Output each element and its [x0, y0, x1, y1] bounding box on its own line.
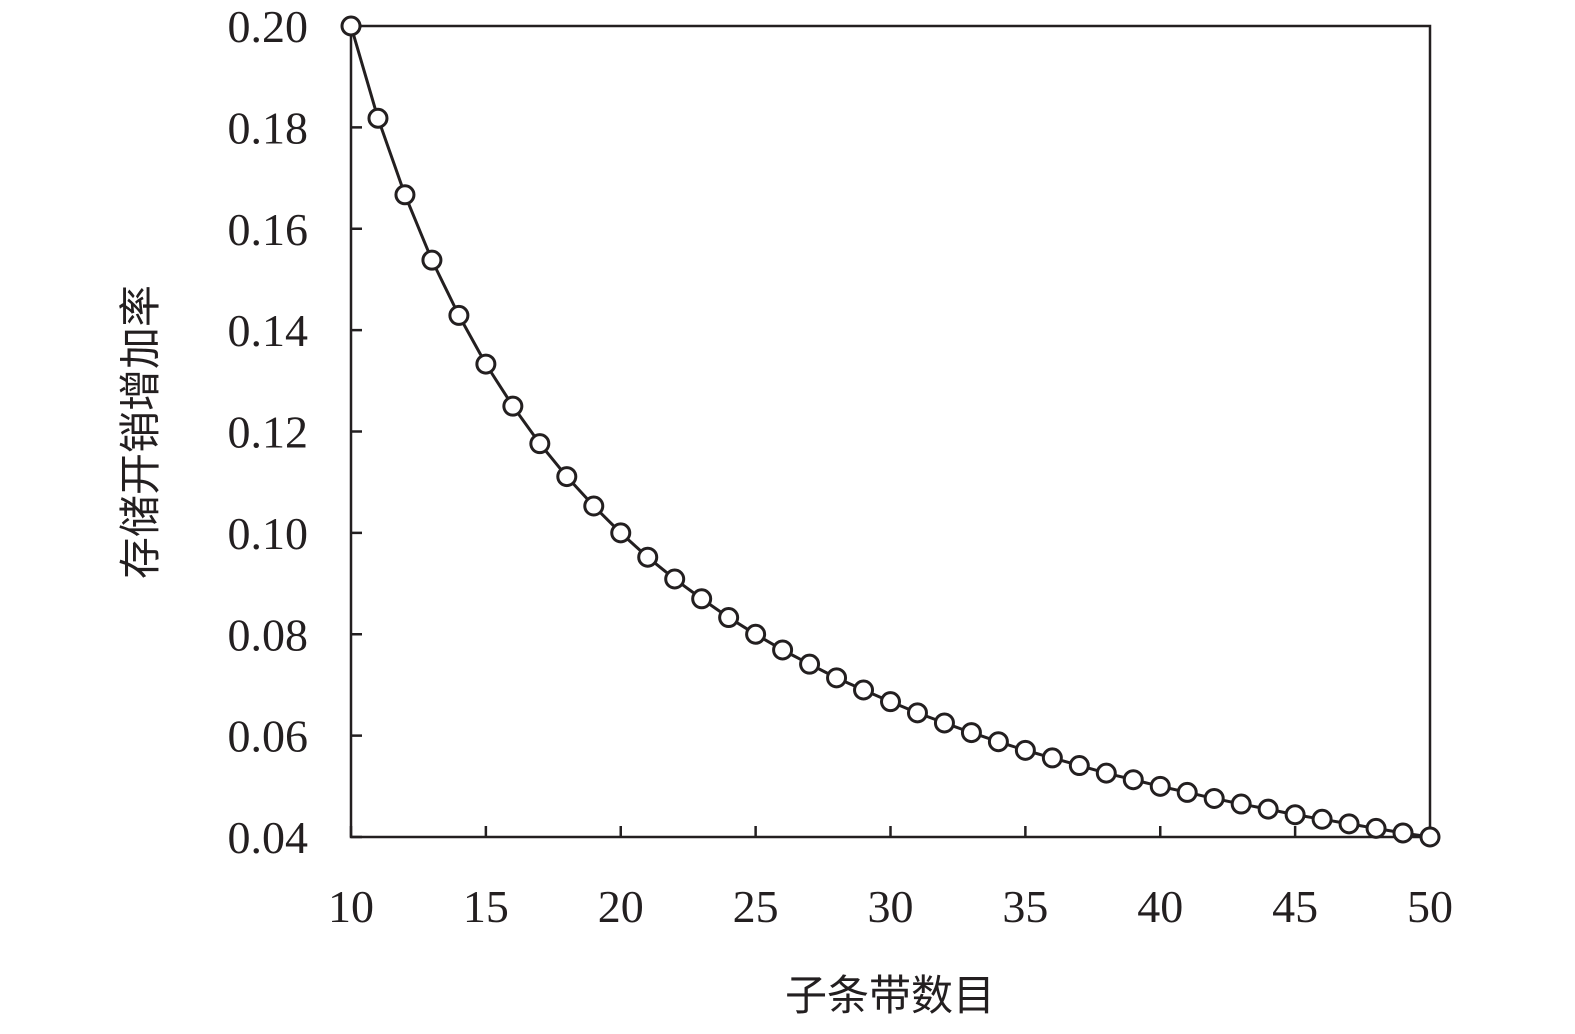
data-point: [1203, 787, 1225, 809]
data-point: [448, 304, 470, 326]
data-point: [1041, 747, 1063, 769]
data-point: [583, 495, 605, 517]
data-point: [421, 249, 443, 271]
series-line: [349, 25, 1431, 839]
x-axis-title: 子条带数目: [785, 971, 995, 1020]
data-point: [1419, 826, 1441, 848]
data-point: [718, 607, 740, 629]
y-tick-label: 0.16: [228, 204, 309, 255]
y-tick-label: 0.04: [228, 812, 309, 863]
data-point: [529, 433, 551, 455]
y-tick-label: 0.18: [228, 102, 309, 153]
data-point: [1176, 781, 1198, 803]
data-point: [1311, 808, 1333, 830]
data-point: [1095, 762, 1117, 784]
data-point: [772, 639, 794, 661]
data-point: [880, 691, 901, 713]
data-point: [502, 395, 524, 417]
y-tick-label: 0.20: [228, 1, 309, 52]
y-tick-label: 0.06: [228, 711, 309, 762]
y-tick-label: 0.14: [228, 305, 309, 356]
y-axis-title: 存储开销增加率: [116, 285, 165, 579]
x-tick-label: 45: [1272, 881, 1318, 932]
data-point: [556, 466, 578, 488]
x-axis-ticks: 10 15 20 25 30 35 40 45 50: [328, 826, 1453, 932]
data-point: [610, 522, 632, 544]
data-point: [1338, 813, 1360, 835]
x-tick-label: 35: [1002, 881, 1048, 932]
data-point: [367, 107, 389, 129]
data-point: [1122, 769, 1144, 791]
y-axis-ticks: 0.04 0.06 0.08 0.10 0.12 0.14 0.16 0.18 0.20: [228, 1, 362, 863]
x-tick-label: 20: [598, 881, 644, 932]
data-point: [799, 653, 821, 675]
data-point: [987, 731, 1009, 753]
data-point: [1230, 793, 1252, 815]
series-layer: [340, 15, 1441, 848]
data-point: [1257, 798, 1279, 820]
data-point: [637, 546, 659, 568]
data-point: [1365, 817, 1387, 839]
data-point: [340, 15, 362, 37]
y-tick-label: 0.10: [228, 508, 309, 559]
x-tick-label: 15: [463, 881, 509, 932]
y-tick-label: 0.12: [228, 407, 309, 458]
data-point: [1392, 822, 1414, 844]
data-point: [933, 712, 955, 734]
plot-border: [349, 24, 1432, 839]
data-point: [960, 722, 982, 744]
data-point: [745, 623, 767, 645]
x-tick-label: 40: [1137, 881, 1183, 932]
x-tick-label: 10: [328, 881, 374, 932]
x-tick-label: 30: [868, 881, 914, 932]
data-point: [664, 568, 686, 590]
data-point: [826, 667, 848, 689]
data-point: [1149, 775, 1171, 797]
data-point: [691, 588, 713, 610]
plot-frame: [349, 24, 1432, 839]
data-point: [475, 353, 497, 375]
x-tick-label: 50: [1407, 881, 1453, 932]
y-tick-label: 0.08: [228, 609, 309, 660]
data-point: [853, 679, 875, 701]
data-point: [394, 184, 416, 206]
data-point: [906, 702, 928, 724]
data-point: [1284, 804, 1306, 826]
data-point: [1068, 755, 1090, 777]
data-point: [1014, 739, 1036, 761]
x-tick-label: 25: [733, 881, 779, 932]
